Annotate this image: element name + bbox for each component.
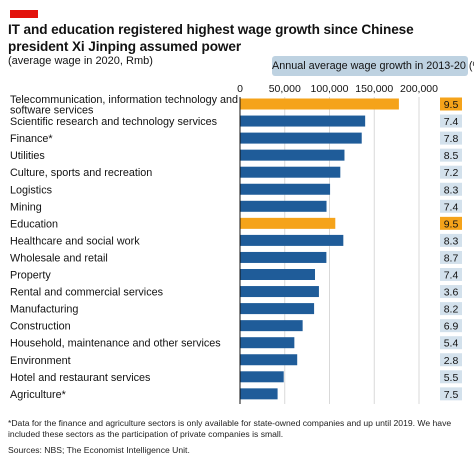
bar [240, 183, 331, 195]
category-label: Hotel and restaurant services [10, 372, 151, 384]
growth-box [440, 97, 462, 111]
growth-box [440, 387, 462, 401]
growth-box [440, 148, 462, 162]
growth-value: 3.6 [444, 287, 459, 299]
bar [240, 149, 345, 161]
growth-value: 7.8 [444, 133, 459, 145]
growth-box [440, 250, 462, 264]
chart-subtitle: (average wage in 2020, Rmb) [8, 55, 153, 67]
growth-box [440, 165, 462, 179]
x-tick-label: 200,000 [400, 83, 438, 95]
category-label: Household, maintenance and other service… [10, 338, 221, 350]
category-labels: Telecommunication, information technolog… [10, 94, 238, 401]
category-label: software services [10, 105, 94, 117]
x-tick-label: 150,000 [355, 83, 393, 95]
bar [240, 115, 366, 127]
category-label: Environment [10, 355, 71, 367]
chart-title: IT and education registered highest wage… [8, 22, 414, 54]
bar [240, 166, 341, 178]
growth-box [440, 353, 462, 367]
category-label: Mining [10, 201, 42, 213]
growth-value: 2.8 [444, 355, 459, 367]
growth-value: 8.5 [444, 150, 459, 162]
bar [240, 217, 336, 229]
bar [240, 234, 344, 246]
accent-bar [10, 10, 38, 18]
growth-box [440, 285, 462, 299]
bars [240, 98, 399, 400]
bar [240, 132, 362, 144]
growth-box [440, 370, 462, 384]
growth-box [440, 268, 462, 281]
category-label: Utilities [10, 150, 45, 162]
bar [240, 388, 278, 400]
x-tick-label: 0 [237, 83, 243, 95]
bar [240, 371, 284, 383]
growth-value: 5.5 [444, 372, 459, 384]
category-label: Healthcare and social work [10, 235, 140, 247]
category-label: Finance* [10, 133, 53, 145]
growth-value: 8.3 [444, 184, 459, 196]
bar [240, 320, 303, 332]
category-label: Agriculture* [10, 389, 67, 401]
x-tick-label: 50,000 [269, 83, 301, 95]
growth-value: 9.5 [444, 99, 459, 111]
x-tick-label: 100,000 [311, 83, 349, 95]
growth-box [440, 336, 462, 350]
growth-box [440, 199, 462, 213]
category-label: Telecommunication, information technolog… [10, 94, 238, 106]
source-note: Sources: NBS; The Economist Intelligence… [8, 445, 190, 455]
bar [240, 251, 327, 263]
growth-value: 7.4 [444, 201, 459, 213]
growth-box [440, 319, 462, 333]
growth-column: 9.5 7.4 7.8 8.5 7.2 8.3 7.4 9.5 8.3 8.7 7.4 3.6 8.2 6… [440, 97, 462, 401]
bar [240, 354, 298, 366]
x-axis-tick-labels: 0 50,000 100,000 150,000 200,000 [237, 83, 438, 95]
growth-box [440, 302, 462, 316]
growth-box [440, 131, 462, 145]
category-label: Rental and commercial services [10, 287, 164, 299]
growth-column-header: Annual average wage growth in 2013-20 (%… [272, 56, 474, 76]
growth-value: 7.4 [444, 116, 459, 128]
category-label: Education [10, 218, 58, 230]
category-label: Culture, sports and recreation [10, 167, 152, 179]
growth-box [440, 233, 462, 247]
bar [240, 200, 327, 212]
growth-value: 6.9 [444, 321, 459, 333]
bar [240, 303, 315, 315]
growth-box [440, 216, 462, 230]
growth-value: 7.5 [444, 389, 459, 401]
growth-value: 7.2 [444, 167, 459, 179]
category-label: Manufacturing [10, 304, 78, 316]
gridlines [284, 97, 420, 404]
category-label: Scientific research and technology servi… [10, 116, 218, 128]
category-label: Wholesale and retail [10, 252, 108, 264]
growth-value: 8.2 [444, 304, 459, 316]
category-label: Property [10, 270, 51, 282]
footnote: *Data for the finance and agriculture se… [8, 418, 452, 439]
growth-box [440, 114, 462, 128]
growth-box [440, 182, 462, 196]
growth-value: 8.7 [444, 252, 459, 264]
growth-value: 5.4 [444, 338, 459, 350]
bar [240, 337, 295, 349]
growth-value: 7.4 [444, 270, 459, 282]
category-label: Logistics [10, 184, 53, 196]
bar [240, 286, 319, 298]
bar [240, 98, 399, 110]
growth-value: 9.5 [444, 218, 459, 230]
bar [240, 269, 316, 280]
category-label: Construction [10, 321, 71, 333]
growth-value: 8.3 [444, 235, 459, 247]
